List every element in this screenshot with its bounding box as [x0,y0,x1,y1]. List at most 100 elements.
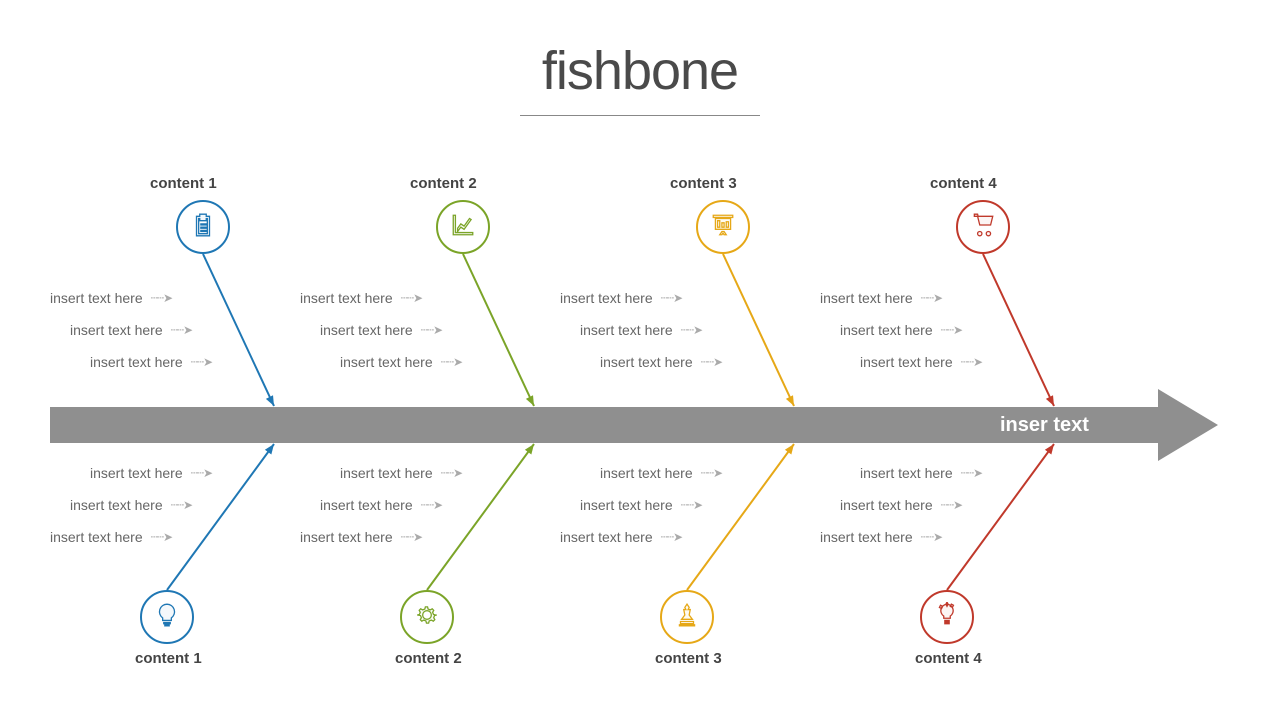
item-text: insert text here [860,465,953,481]
branch-bottom-0-item-0: insert text here ┄┄➤ [90,465,212,481]
item-arrow-icon: ┄┄➤ [941,498,963,512]
item-arrow-icon: ┄┄➤ [401,530,423,544]
branch-top-2-item-2: insert text here ┄┄➤ [600,354,722,370]
item-arrow-icon: ┄┄➤ [441,466,463,480]
item-text: insert text here [340,354,433,370]
item-arrow-icon: ┄┄➤ [401,291,423,305]
item-text: insert text here [560,529,653,545]
idea-icon [934,602,960,633]
item-arrow-icon: ┄┄➤ [421,498,443,512]
item-text: insert text here [300,529,393,545]
item-text: insert text here [90,354,183,370]
item-arrow-icon: ┄┄➤ [921,291,943,305]
branch-top-3-item-2: insert text here ┄┄➤ [860,354,982,370]
item-arrow-icon: ┄┄➤ [921,530,943,544]
branch-top-1-item-0: insert text here ┄┄➤ [300,290,422,306]
branch-bottom-1-item-1: insert text here ┄┄➤ [320,497,442,513]
clipboard-icon [190,212,216,243]
cart-icon [970,212,996,243]
chart-icon [450,212,476,243]
branch-bottom-1-item-0: insert text here ┄┄➤ [340,465,462,481]
branch-bottom-3-item-2: insert text here ┄┄➤ [820,529,942,545]
item-arrow-icon: ┄┄➤ [681,323,703,337]
gear-icon [414,602,440,633]
branch-bottom-3-item-0: insert text here ┄┄➤ [860,465,982,481]
title-underline [520,115,760,116]
branch-bottom-0-label: content 1 [135,650,202,667]
branch-bottom-2-icon-circle [660,590,714,644]
branch-bottom-1-icon-circle [400,590,454,644]
branch-top-2-item-1: insert text here ┄┄➤ [580,322,702,338]
item-text: insert text here [560,290,653,306]
branch-bottom-2-label: content 3 [655,650,722,667]
branch-bottom-2-item-1: insert text here ┄┄➤ [580,497,702,513]
item-text: insert text here [50,529,143,545]
branch-bottom-1-label: content 2 [395,650,462,667]
item-text: insert text here [50,290,143,306]
item-arrow-icon: ┄┄➤ [191,355,213,369]
branch-bottom-0-item-2: insert text here ┄┄➤ [50,529,172,545]
fishbone-spine-arrowhead [1158,389,1218,461]
item-text: insert text here [320,497,413,513]
item-arrow-icon: ┄┄➤ [171,498,193,512]
item-arrow-icon: ┄┄➤ [191,466,213,480]
branch-bottom-0-item-1: insert text here ┄┄➤ [70,497,192,513]
item-text: insert text here [580,497,673,513]
item-text: insert text here [70,322,163,338]
item-arrow-icon: ┄┄➤ [961,466,983,480]
page-title: fishbone [542,40,738,102]
branch-bottom-2-item-2: insert text here ┄┄➤ [560,529,682,545]
item-arrow-icon: ┄┄➤ [171,323,193,337]
fishbone-spine-label: inser text [1000,414,1089,437]
branch-bottom-2-item-0: insert text here┄┄➤ [600,465,722,481]
branch-top-0-item-2: insert text here ┄┄➤ [90,354,212,370]
item-arrow-icon: ┄┄➤ [661,291,683,305]
branch-bottom-3-icon-circle [920,590,974,644]
item-arrow-icon: ┄┄➤ [661,530,683,544]
item-text: insert text here [820,290,913,306]
item-arrow-icon: ┄┄➤ [961,355,983,369]
item-text: insert text here [300,290,393,306]
fishbone-spine [50,407,1160,443]
item-text: insert text here [840,497,933,513]
branch-top-0-item-1: insert text here ┄┄➤ [70,322,192,338]
item-arrow-icon: ┄┄➤ [151,291,173,305]
item-arrow-icon: ┄┄➤ [701,466,723,480]
item-arrow-icon: ┄┄➤ [441,355,463,369]
item-text: insert text here [90,465,183,481]
branch-top-3-item-1: insert text here ┄┄➤ [840,322,962,338]
branch-top-1-item-2: insert text here ┄┄➤ [340,354,462,370]
branch-bottom-3-item-1: insert text here ┄┄➤ [840,497,962,513]
branch-bottom-3-label: content 4 [915,650,982,667]
item-text: insert text here [580,322,673,338]
branch-top-1-label: content 2 [410,175,477,192]
bulb-icon [154,602,180,633]
item-text: insert text here [860,354,953,370]
item-arrow-icon: ┄┄➤ [701,355,723,369]
item-arrow-icon: ┄┄➤ [941,323,963,337]
branch-top-3-label: content 4 [930,175,997,192]
chess-icon [674,602,700,633]
branch-bottom-1-item-2: insert text here ┄┄➤ [300,529,422,545]
branch-top-0-icon-circle [176,200,230,254]
item-arrow-icon: ┄┄➤ [421,323,443,337]
item-text: insert text here [600,354,693,370]
item-text: insert text here [320,322,413,338]
branch-top-3-icon-circle [956,200,1010,254]
presentation-icon [710,212,736,243]
branch-top-3-item-0: insert text here ┄┄➤ [820,290,942,306]
item-arrow-icon: ┄┄➤ [681,498,703,512]
item-arrow-icon: ┄┄➤ [151,530,173,544]
item-text: insert text here [340,465,433,481]
branch-top-1-icon-circle [436,200,490,254]
item-text: insert text here [70,497,163,513]
branch-bottom-0-icon-circle [140,590,194,644]
branch-top-2-label: content 3 [670,175,737,192]
branch-top-0-item-0: insert text here ┄┄➤ [50,290,172,306]
branch-top-0-label: content 1 [150,175,217,192]
branch-top-2-icon-circle [696,200,750,254]
item-text: insert text here [840,322,933,338]
branch-top-1-item-1: insert text here ┄┄➤ [320,322,442,338]
branch-top-2-item-0: insert text here ┄┄➤ [560,290,682,306]
item-text: insert text here [820,529,913,545]
